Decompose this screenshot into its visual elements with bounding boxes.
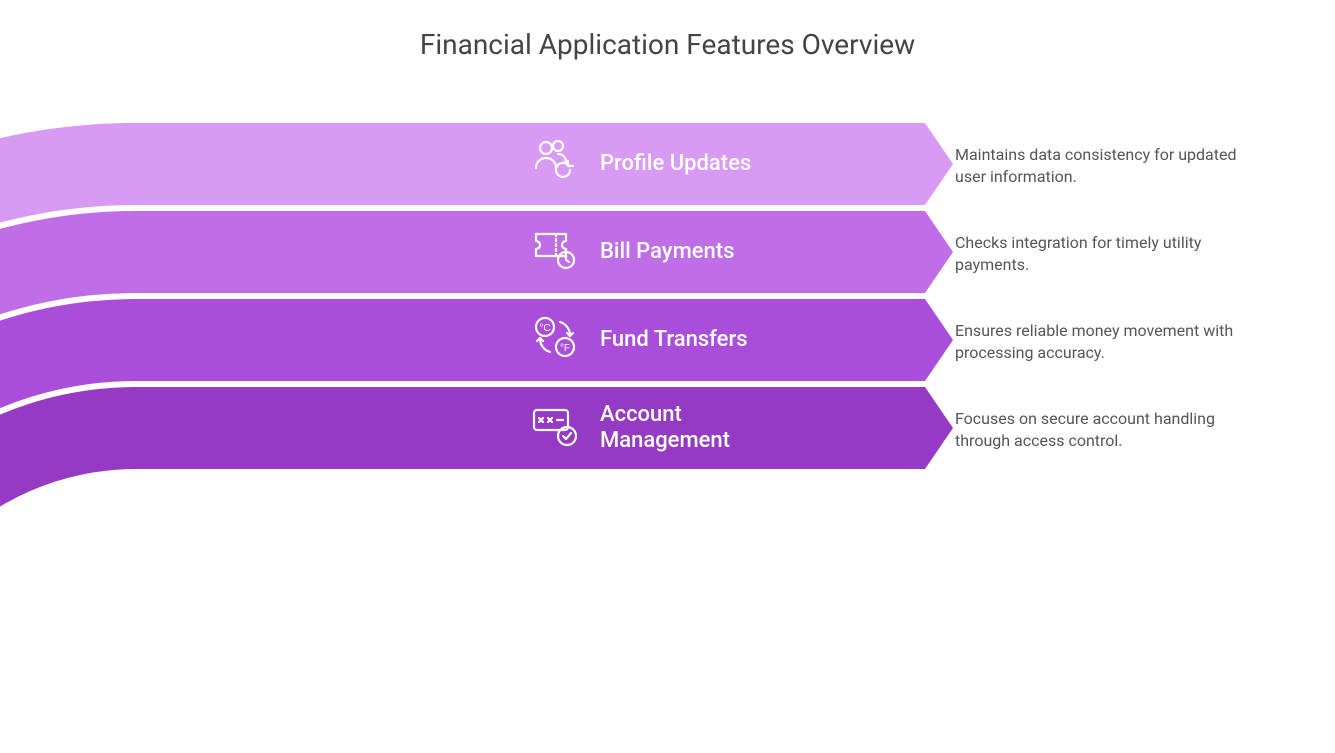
feature-desc-bill-payments: Checks integration for timely utility pa…	[955, 232, 1265, 277]
feature-label-fund-transfers: °C °F Fund Transfers	[530, 312, 748, 368]
feature-label-text: Profile Updates	[600, 151, 751, 177]
arc-band-fund-transfers	[0, 299, 953, 753]
password-check-icon	[530, 402, 582, 454]
ticket-clock-icon	[530, 226, 582, 278]
infographic-stage: Profile Updates Maintains data consisten…	[0, 0, 1335, 753]
feature-label-text: Fund Transfers	[600, 327, 748, 353]
feature-label-text: Account Management	[600, 402, 800, 455]
users-refresh-icon	[530, 138, 582, 190]
feature-label-bill-payments: Bill Payments	[530, 224, 734, 280]
feature-label-profile-updates: Profile Updates	[530, 136, 751, 192]
svg-text:°F: °F	[560, 343, 570, 354]
arc-band-account-management	[0, 387, 953, 753]
feature-label-account-management: Account Management	[530, 400, 800, 456]
arc-diagram-svg	[0, 0, 1335, 753]
feature-desc-fund-transfers: Ensures reliable money movement with pro…	[955, 320, 1265, 365]
feature-label-text: Bill Payments	[600, 239, 734, 265]
arc-band-bill-payments	[0, 211, 953, 753]
feature-desc-profile-updates: Maintains data consistency for updated u…	[955, 144, 1265, 189]
svg-text:°C: °C	[539, 323, 550, 334]
convert-cf-icon: °C °F	[530, 314, 582, 366]
feature-desc-account-management: Focuses on secure account handling throu…	[955, 408, 1265, 453]
